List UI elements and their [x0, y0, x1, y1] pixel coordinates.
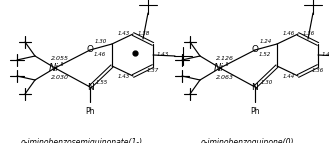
Text: II: II	[61, 62, 63, 67]
Text: 1.30: 1.30	[261, 80, 273, 85]
Text: 1.43: 1.43	[157, 52, 169, 57]
Text: 2.063: 2.063	[215, 75, 234, 80]
Text: 1.43: 1.43	[117, 31, 130, 36]
Text: 1.24: 1.24	[260, 39, 272, 44]
Text: 1.36: 1.36	[312, 68, 324, 74]
Text: 1.37: 1.37	[147, 68, 159, 74]
Text: Ni: Ni	[49, 63, 59, 73]
Text: o-iminobenzosemiquinonate(1-): o-iminobenzosemiquinonate(1-)	[21, 138, 143, 143]
Text: 1.46: 1.46	[322, 52, 329, 57]
Text: Ph: Ph	[250, 107, 260, 116]
Text: O: O	[251, 45, 259, 54]
Text: II: II	[225, 62, 229, 67]
Text: 1.30: 1.30	[95, 39, 107, 44]
Text: Ni: Ni	[214, 63, 224, 73]
Text: N: N	[87, 83, 93, 92]
Text: 1.52: 1.52	[259, 52, 271, 57]
Text: N: N	[252, 83, 258, 92]
Text: 1.46: 1.46	[282, 31, 295, 36]
Text: 1.36: 1.36	[303, 31, 315, 36]
Text: 2.126: 2.126	[215, 56, 234, 61]
Text: 1.55: 1.55	[96, 80, 108, 85]
Text: 1.44: 1.44	[282, 74, 295, 79]
Text: 1.38: 1.38	[138, 31, 150, 36]
Text: 2.030: 2.030	[50, 75, 68, 80]
Text: 1.43: 1.43	[117, 74, 130, 79]
Text: Ph: Ph	[85, 107, 95, 116]
Text: 2.055: 2.055	[50, 56, 68, 61]
Text: o-iminobenzoquinone(0): o-iminobenzoquinone(0)	[200, 138, 294, 143]
Text: O: O	[87, 45, 93, 54]
Text: 1.46: 1.46	[94, 52, 106, 57]
